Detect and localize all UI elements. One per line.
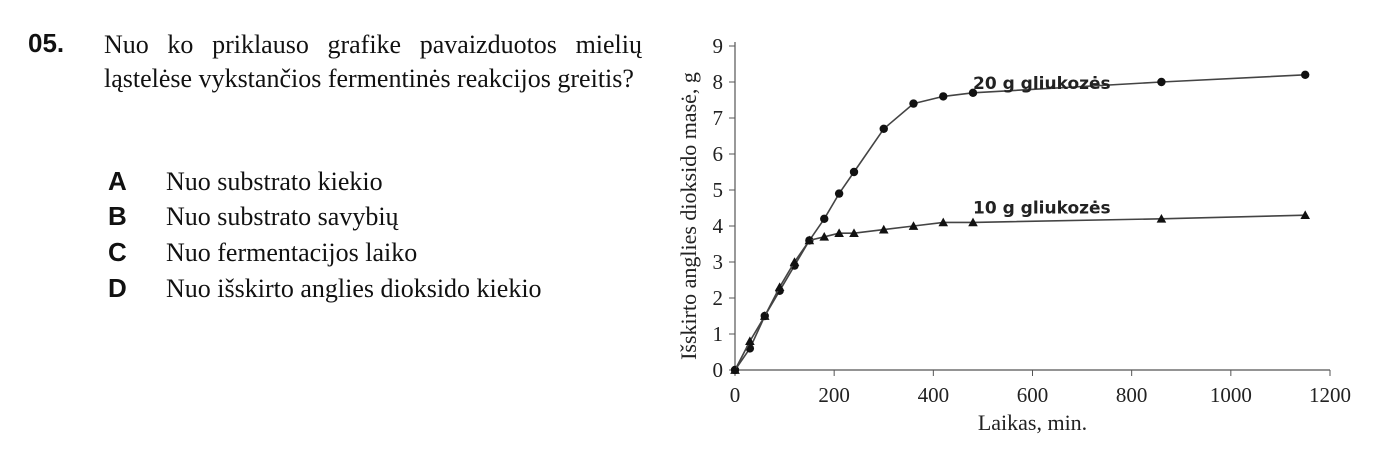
x-tick-label: 1200 xyxy=(1309,383,1351,407)
answer-option-c[interactable]: C Nuo fermentacijos laiko xyxy=(108,235,417,269)
data-point xyxy=(834,228,844,238)
data-point xyxy=(908,221,919,230)
data-point xyxy=(879,124,888,133)
option-text: Nuo išskirto anglies dioksido kiekio xyxy=(166,274,542,303)
x-tick-label: 200 xyxy=(818,383,850,407)
data-point xyxy=(745,336,755,346)
answer-option-a[interactable]: A Nuo substrato kiekio xyxy=(108,164,383,198)
data-point xyxy=(1301,70,1310,79)
data-point xyxy=(759,311,770,320)
question-number: 05. xyxy=(28,28,65,58)
y-tick-label: 2 xyxy=(713,286,724,310)
y-tick-label: 8 xyxy=(713,70,724,94)
data-point xyxy=(909,99,918,108)
answer-option-b[interactable]: B Nuo substrato savybių xyxy=(108,199,399,233)
data-point xyxy=(968,88,978,98)
option-letter: B xyxy=(108,201,127,231)
data-point xyxy=(878,224,889,234)
y-tick-label: 6 xyxy=(713,142,724,166)
question-text: Nuo ko priklauso grafike pavaizduotos mi… xyxy=(104,30,642,93)
data-point xyxy=(938,217,949,227)
option-letter: D xyxy=(108,273,127,303)
y-tick-label: 5 xyxy=(713,178,724,202)
option-letter: C xyxy=(108,237,127,267)
co2-line-chart: 0 1 2 3 4 5 6 7 8 9 0 200 400 600 800 1000 1200 Laikas, m… xyxy=(676,34,1351,435)
data-point xyxy=(834,189,844,198)
series-label: 10 g gliukozės xyxy=(973,198,1111,218)
option-text: Nuo substrato kiekio xyxy=(166,167,383,196)
y-tick-label: 7 xyxy=(713,106,724,130)
series-line xyxy=(734,74,1306,371)
series-label: 20 g gliukozės xyxy=(973,74,1111,94)
data-point xyxy=(849,167,859,177)
x-axis-label: Laikas, min. xyxy=(978,410,1087,435)
data-point xyxy=(1300,210,1311,220)
y-tick-label: 3 xyxy=(713,250,724,274)
option-text: Nuo substrato savybių xyxy=(166,202,399,231)
y-tick-label: 1 xyxy=(713,322,724,346)
y-tick-label: 9 xyxy=(713,34,724,58)
series-line xyxy=(734,214,1306,371)
data-point xyxy=(1156,214,1167,223)
y-axis-label: Išskirto anglies dioksido masė, g xyxy=(676,72,701,360)
data-point xyxy=(939,92,948,101)
data-point xyxy=(804,235,815,245)
x-tick-label: 600 xyxy=(1017,383,1049,407)
data-point xyxy=(774,282,785,292)
y-tick-label: 4 xyxy=(713,214,724,238)
x-tick-label: 0 xyxy=(730,383,741,407)
data-point xyxy=(849,228,859,238)
data-point xyxy=(819,232,830,241)
answer-option-d[interactable]: D Nuo išskirto anglies dioksido kiekio xyxy=(108,271,542,305)
x-tick-label: 1000 xyxy=(1210,383,1252,407)
data-point xyxy=(730,365,740,374)
data-point xyxy=(820,214,829,223)
data-point xyxy=(1157,77,1166,87)
x-tick-label: 800 xyxy=(1116,383,1148,407)
data-point xyxy=(789,257,800,266)
data-point xyxy=(968,217,978,227)
x-tick-label: 400 xyxy=(918,383,950,407)
y-tick-label: 0 xyxy=(713,358,724,382)
option-letter: A xyxy=(108,166,127,196)
option-text: Nuo fermentacijos laiko xyxy=(166,238,418,267)
